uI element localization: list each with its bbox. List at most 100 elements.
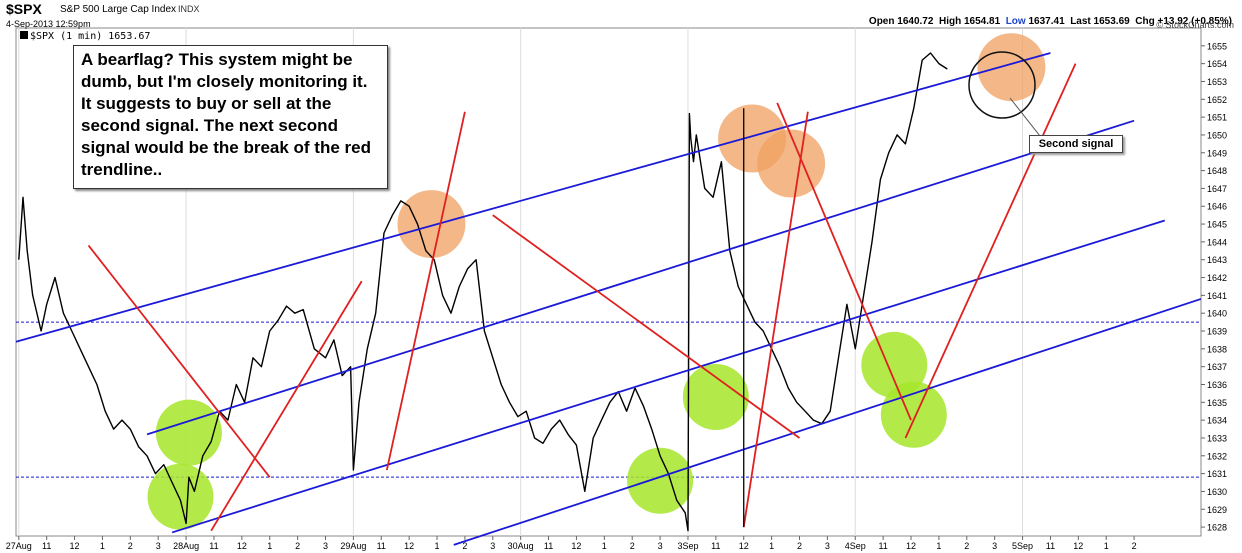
index-name: S&P 500 Large Cap Index <box>60 4 177 15</box>
buy-zone <box>861 331 928 398</box>
sell-zone <box>757 129 826 198</box>
x-tick-label: 12 <box>1073 541 1083 551</box>
exchange-label: INDX <box>178 4 200 14</box>
x-tick-label: 5Sep <box>1012 541 1033 551</box>
x-tick-label: 12 <box>404 541 414 551</box>
y-tick-label: 1644 <box>1207 237 1227 247</box>
legend-series-label: $SPX (1 min) 1653.67 <box>30 31 151 42</box>
price-line <box>18 52 948 532</box>
y-tick-label: 1635 <box>1207 398 1227 408</box>
y-tick-label: 1645 <box>1207 220 1227 230</box>
last-label: Last <box>1070 16 1091 27</box>
y-tick-label: 1654 <box>1207 59 1227 69</box>
x-tick-label: 3 <box>825 541 830 551</box>
annotation-note: A bearflag? This system might be dumb, b… <box>73 45 388 189</box>
trend-line <box>742 111 809 528</box>
x-tick-label: 11 <box>377 541 386 551</box>
buy-zone <box>682 363 749 430</box>
x-tick-label: 2 <box>462 541 467 551</box>
sell-zone <box>397 190 466 259</box>
x-tick-label: 12 <box>906 541 916 551</box>
high-value: 1654.81 <box>963 16 1001 27</box>
x-tick-label: 3 <box>992 541 997 551</box>
x-tick-label: 3 <box>323 541 328 551</box>
legend-swatch <box>20 31 28 39</box>
x-tick-label: 1 <box>100 541 105 551</box>
x-tick-label: 1 <box>769 541 774 551</box>
x-tick-label: 30Aug <box>508 541 534 551</box>
y-tick-label: 1653 <box>1207 77 1227 87</box>
y-axis: 1628 1629 1630 1631 1632 1633 1634 1635 1636 1637… <box>1201 41 1227 533</box>
brand-label: © StockCharts.com <box>1156 20 1234 30</box>
y-tick-label: 1632 <box>1207 451 1227 461</box>
y-tick-label: 1628 <box>1207 523 1227 533</box>
y-tick-label: 1646 <box>1207 202 1227 212</box>
trend-line <box>904 63 1077 439</box>
y-tick-label: 1629 <box>1207 505 1227 515</box>
buy-zone <box>147 463 214 530</box>
trend-line <box>776 102 912 421</box>
x-tick-label: 1 <box>435 541 440 551</box>
x-tick-label: 3Sep <box>677 541 698 551</box>
y-tick-label: 1650 <box>1207 130 1227 140</box>
y-tick-label: 1655 <box>1207 41 1227 51</box>
y-tick-label: 1637 <box>1207 362 1227 372</box>
y-tick-label: 1638 <box>1207 344 1227 354</box>
trend-line <box>210 280 363 532</box>
x-tick-label: 1 <box>1104 541 1109 551</box>
y-tick-label: 1639 <box>1207 327 1227 337</box>
chg-value: +13.92 (+0.85%) <box>1157 16 1233 27</box>
signal-zones <box>147 33 1046 530</box>
x-tick-label: 2 <box>1132 541 1137 551</box>
x-tick-label: 12 <box>237 541 247 551</box>
x-tick-label: 2 <box>964 541 969 551</box>
open-label: Open <box>868 16 895 27</box>
symbol-label: $SPX <box>6 1 42 17</box>
x-tick-label: 29Aug <box>340 541 366 551</box>
x-tick-label: 28Aug <box>173 541 199 551</box>
x-tick-label: 12 <box>571 541 581 551</box>
channel-line <box>453 298 1202 546</box>
x-tick-label: 11 <box>209 541 218 551</box>
y-tick-label: 1640 <box>1207 309 1227 319</box>
y-tick-label: 1652 <box>1207 95 1227 105</box>
y-tick-label: 1630 <box>1207 487 1227 497</box>
trend-line <box>492 214 801 439</box>
x-tick-label: 4Sep <box>845 541 866 551</box>
x-tick-label: 27Aug <box>6 541 32 551</box>
x-tick-label: 3 <box>156 541 161 551</box>
open-value: 1640.72 <box>897 16 934 27</box>
buy-zone <box>155 399 222 466</box>
low-value: 1637.41 <box>1028 16 1065 27</box>
series-legend: $SPX (1 min) 1653.67 <box>20 31 150 42</box>
x-tick-label: 11 <box>1046 541 1055 551</box>
x-tick-label: 12 <box>70 541 80 551</box>
low-label: Low <box>1005 16 1026 27</box>
y-tick-label: 1648 <box>1207 166 1227 176</box>
price-series <box>18 52 948 532</box>
y-tick-label: 1649 <box>1207 148 1227 158</box>
x-tick-label: 12 <box>739 541 749 551</box>
x-tick-label: 11 <box>878 541 887 551</box>
buy-zone <box>627 447 694 514</box>
callout-pointer <box>1009 97 1041 137</box>
trend-line <box>385 111 466 471</box>
y-tick-label: 1633 <box>1207 433 1227 443</box>
chg-label: Chg <box>1135 16 1155 27</box>
last-value: 1653.69 <box>1093 16 1130 27</box>
x-tick-label: 2 <box>797 541 802 551</box>
y-tick-label: 1642 <box>1207 273 1227 283</box>
quote-summary: Open 1640.72 High 1654.81 Low 1637.41 La… <box>869 16 1232 27</box>
y-tick-label: 1634 <box>1207 416 1227 426</box>
x-tick-label: 11 <box>711 541 720 551</box>
x-axis: 27Aug 11 12 1 2 3 28Aug 11 12 1 2 3 29Aug 11 12 1 2 3 30Au… <box>6 536 1137 551</box>
high-label: High <box>938 16 962 27</box>
y-tick-label: 1641 <box>1207 291 1227 301</box>
x-tick-label: 2 <box>630 541 635 551</box>
x-tick-label: 1 <box>936 541 941 551</box>
x-tick-label: 2 <box>128 541 133 551</box>
channel-line <box>146 119 1135 436</box>
y-tick-label: 1636 <box>1207 380 1227 390</box>
y-tick-label: 1631 <box>1207 469 1227 479</box>
buy-zone <box>880 381 947 448</box>
